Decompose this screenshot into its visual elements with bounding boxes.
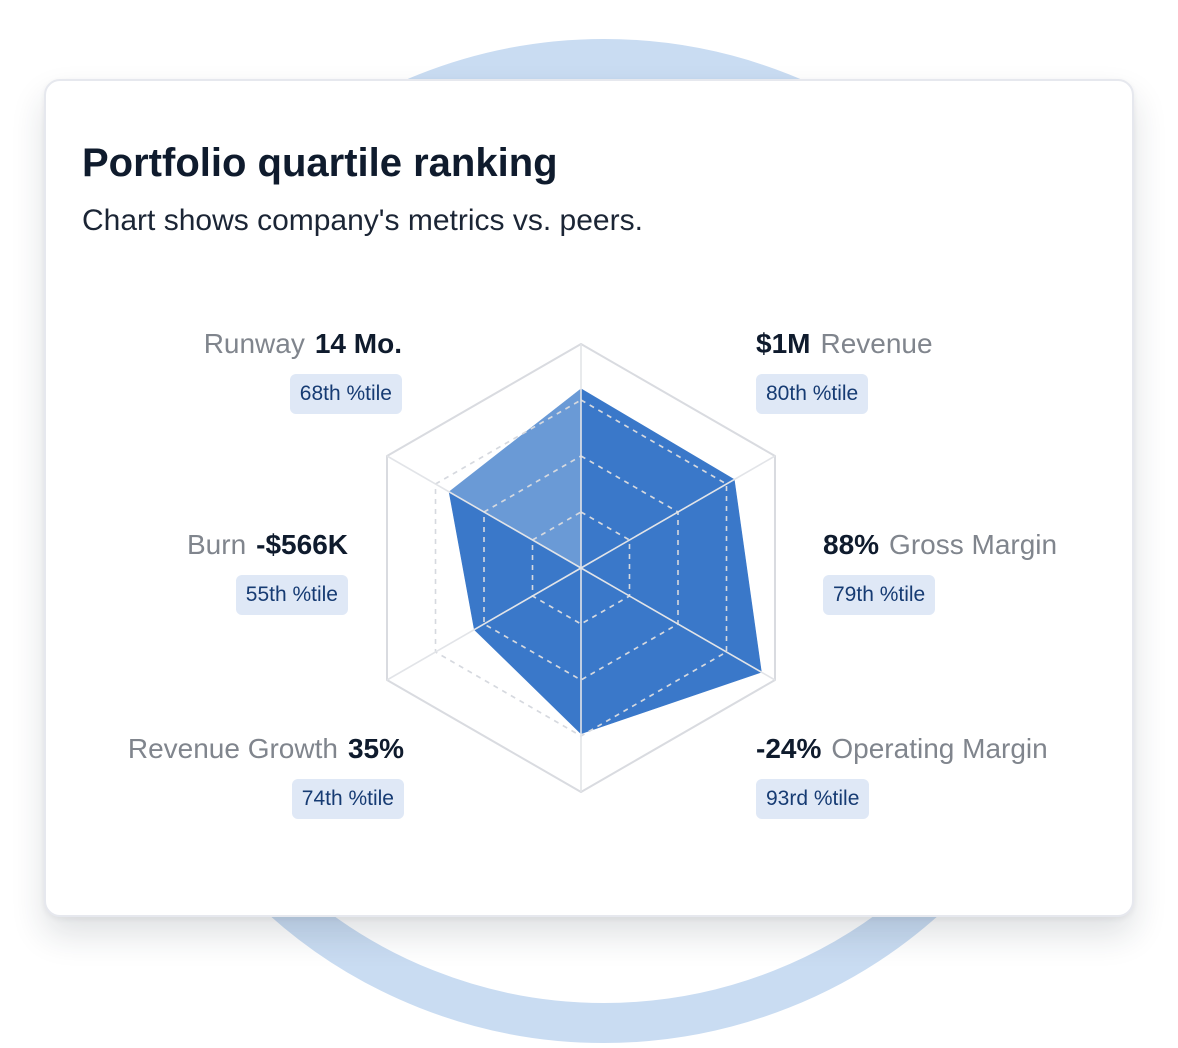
metric-runway-name: Runway <box>203 328 305 359</box>
metric-runway-percentile-badge: 68th %tile <box>289 374 402 414</box>
quartile-ranking-card: Portfolio quartile ranking Chart shows c… <box>44 79 1134 917</box>
metric-revenue-growth: Revenue Growth 35% 74th %tile <box>128 731 404 819</box>
metric-revenue-value: $1M <box>756 328 811 359</box>
metric-revenue-growth-value: 35% <box>347 733 404 764</box>
metric-revenue-growth-name: Revenue Growth <box>127 733 338 764</box>
metric-burn: Burn -$566K 55th %tile <box>187 527 348 615</box>
metric-runway-value: 14 Mo. <box>314 328 402 359</box>
metric-gross-margin-name: Gross Margin <box>889 529 1058 560</box>
metric-revenue-growth-percentile-badge: 74th %tile <box>291 779 404 819</box>
metric-revenue-percentile-badge: 80th %tile <box>756 374 869 414</box>
metric-gross-margin: 88% Gross Margin 79th %tile <box>823 527 1057 615</box>
metric-burn-percentile-badge: 55th %tile <box>235 575 348 615</box>
card-title: Portfolio quartile ranking <box>82 141 558 185</box>
metric-runway: Runway 14 Mo. 68th %tile <box>204 326 402 414</box>
radar-axis-burn <box>386 567 582 681</box>
card-subtitle: Chart shows company's metrics vs. peers. <box>82 204 643 237</box>
radar-axis-runway <box>386 455 582 569</box>
metric-burn-name: Burn <box>187 529 247 560</box>
metric-gross-margin-percentile-badge: 79th %tile <box>823 575 936 615</box>
metric-operating-margin: -24% Operating Margin 93rd %tile <box>756 731 1048 819</box>
metric-revenue-name: Revenue <box>820 328 933 359</box>
metric-operating-margin-percentile-badge: 93rd %tile <box>756 779 870 819</box>
metric-gross-margin-value: 88% <box>823 529 880 560</box>
metric-burn-value: -$566K <box>256 529 348 560</box>
radar-axis-operating-margin <box>580 567 776 681</box>
radar-axis-gross-margin <box>580 455 776 569</box>
metric-revenue: $1M Revenue 80th %tile <box>756 326 933 414</box>
radar-chart <box>386 343 776 793</box>
metric-operating-margin-value: -24% <box>756 733 822 764</box>
metric-operating-margin-name: Operating Margin <box>831 733 1048 764</box>
